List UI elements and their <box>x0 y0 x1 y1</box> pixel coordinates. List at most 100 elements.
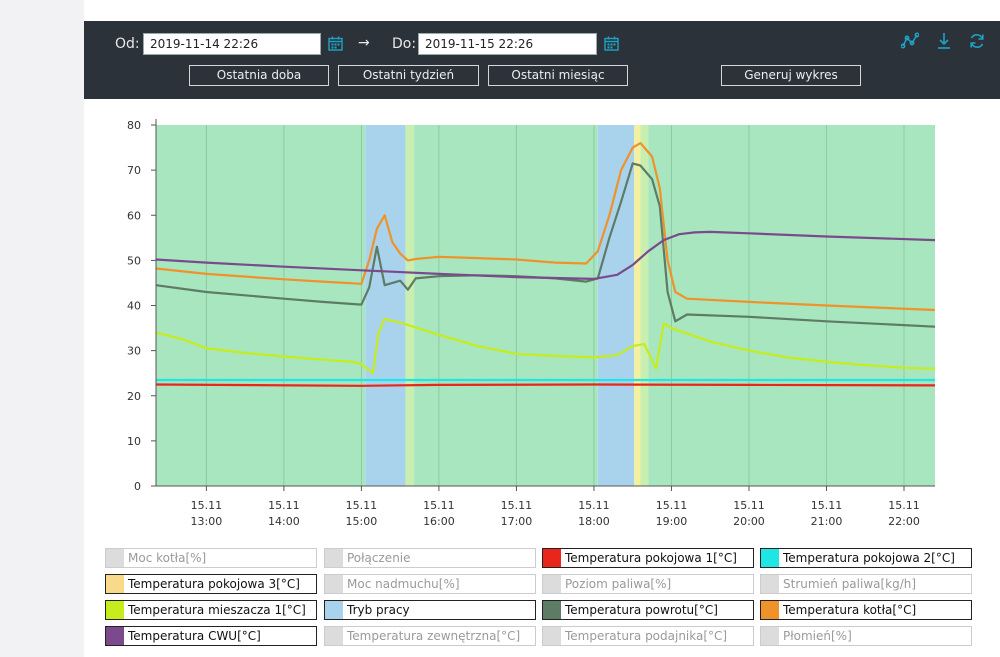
x-tick-time-label: 13:00 <box>191 515 223 528</box>
legend-label: Temperatura CWU[°C] <box>128 629 261 643</box>
legend-label: Płomień[%] <box>783 629 852 643</box>
x-tick-time-label: 22:00 <box>888 515 920 528</box>
legend-item[interactable]: Temperatura pokojowa 2[°C] <box>760 548 972 568</box>
x-tick-date-label: 15.11 <box>191 499 223 512</box>
mode-band-4 <box>597 125 635 486</box>
series-line-2 <box>155 317 936 375</box>
x-tick-date-label: 15.11 <box>578 499 610 512</box>
legend-label: Temperatura zewnętrzna[°C] <box>347 629 521 643</box>
legend-swatch <box>543 627 561 645</box>
x-tick-time-label: 18:00 <box>578 515 610 528</box>
legend-swatch <box>761 601 779 619</box>
date-range-toolbar: Od: 2019-11-14 22:26 → Do: 2019-11-15 22… <box>84 21 1000 99</box>
legend-item[interactable]: Temperatura CWU[°C] <box>105 626 317 646</box>
mode-band-7 <box>648 125 935 486</box>
x-tick-date-label: 15.11 <box>888 499 920 512</box>
to-date-input[interactable]: 2019-11-15 22:26 <box>418 33 597 55</box>
x-tick-date-label: 15.11 <box>268 499 300 512</box>
from-label: Od: <box>115 36 140 52</box>
mode-band-2 <box>405 125 415 486</box>
legend-item[interactable]: Temperatura pokojowa 1[°C] <box>542 548 754 568</box>
range-arrow-icon: → <box>358 35 370 51</box>
last-month-button[interactable]: Ostatni miesiąc <box>488 65 628 86</box>
legend-swatch <box>106 601 124 619</box>
legend-label: Temperatura pokojowa 3[°C] <box>128 577 300 591</box>
x-tick-time-label: 15:00 <box>346 515 378 528</box>
legend-swatch <box>325 627 343 645</box>
data-series <box>155 141 936 387</box>
x-tick-time-label: 19:00 <box>656 515 688 528</box>
legend-label: Moc kotła[%] <box>128 551 207 565</box>
mode-band-0 <box>156 125 366 486</box>
legend-item[interactable]: Połączenie <box>324 548 536 568</box>
x-tick-time-label: 17:00 <box>501 515 533 528</box>
y-tick-label: 70 <box>127 164 141 177</box>
legend-item[interactable]: Poziom paliwa[%] <box>542 574 754 594</box>
legend-label: Połączenie <box>347 551 411 565</box>
y-tick-label: 50 <box>127 254 141 267</box>
legend-swatch <box>543 575 561 593</box>
legend-swatch <box>761 627 779 645</box>
legend-swatch <box>106 627 124 645</box>
calendar-icon[interactable] <box>328 36 343 51</box>
legend-item[interactable]: Temperatura pokojowa 3[°C] <box>105 574 317 594</box>
y-tick-label: 40 <box>127 300 141 313</box>
x-tick-date-label: 15.11 <box>733 499 765 512</box>
y-tick-label: 10 <box>127 435 141 448</box>
y-tick-label: 30 <box>127 345 141 358</box>
refresh-icon[interactable] <box>968 32 986 50</box>
legend-swatch <box>325 549 343 567</box>
legend-item[interactable]: Moc kotła[%] <box>105 548 317 568</box>
legend-swatch <box>325 601 343 619</box>
x-tick-date-label: 15.11 <box>656 499 688 512</box>
legend-label: Tryb pracy <box>347 603 410 617</box>
last-week-button[interactable]: Ostatni tydzień <box>338 65 479 86</box>
chart-line-icon[interactable] <box>901 32 919 50</box>
mode-band-5 <box>634 125 641 486</box>
legend-label: Temperatura pokojowa 2[°C] <box>783 551 955 565</box>
mode-band-6 <box>640 125 649 486</box>
calendar-icon[interactable] <box>604 36 619 51</box>
legend-swatch <box>106 549 124 567</box>
x-tick-date-label: 15.11 <box>811 499 843 512</box>
x-tick-time-label: 14:00 <box>268 515 300 528</box>
legend-item[interactable]: Temperatura kotła[°C] <box>760 600 972 620</box>
to-label: Do: <box>392 36 417 52</box>
y-tick-label: 60 <box>127 209 141 222</box>
legend-label: Temperatura powrotu[°C] <box>565 603 718 617</box>
legend-label: Temperatura mieszacza 1[°C] <box>128 603 306 617</box>
legend-label: Temperatura kotła[°C] <box>783 603 917 617</box>
download-icon[interactable] <box>935 32 953 50</box>
legend-item[interactable]: Strumień paliwa[kg/h] <box>760 574 972 594</box>
series-line-1 <box>155 383 936 387</box>
legend-item[interactable]: Temperatura powrotu[°C] <box>542 600 754 620</box>
legend-item[interactable]: Temperatura podajnika[°C] <box>542 626 754 646</box>
legend-label: Strumień paliwa[kg/h] <box>783 577 917 591</box>
legend-swatch <box>543 549 561 567</box>
last-day-button[interactable]: Ostatnia doba <box>189 65 329 86</box>
legend-swatch <box>543 601 561 619</box>
legend-label: Temperatura pokojowa 1[°C] <box>565 551 737 565</box>
grid-lines <box>205 125 905 486</box>
series-line-4 <box>155 141 936 312</box>
from-date-input[interactable]: 2019-11-14 22:26 <box>143 33 321 55</box>
legend-item[interactable]: Tryb pracy <box>324 600 536 620</box>
axes: 0 10 20 30 40 50 60 70 80 15.11 13:00 15.11 14:00 15.… <box>127 119 935 528</box>
legend-label: Moc nadmuchu[%] <box>347 577 460 591</box>
legend-label: Temperatura podajnika[°C] <box>565 629 728 643</box>
legend-item[interactable]: Temperatura zewnętrzna[°C] <box>324 626 536 646</box>
legend-item[interactable]: Płomień[%] <box>760 626 972 646</box>
mode-band-1 <box>365 125 406 486</box>
legend-item[interactable]: Temperatura mieszacza 1[°C] <box>105 600 317 620</box>
mode-band-3 <box>414 125 598 486</box>
work-mode-bands <box>156 125 935 486</box>
x-tick-date-label: 15.11 <box>346 499 378 512</box>
legend-swatch <box>106 575 124 593</box>
legend-swatch <box>325 575 343 593</box>
generate-chart-button[interactable]: Generuj wykres <box>721 65 861 86</box>
x-tick-date-label: 15.11 <box>501 499 533 512</box>
x-tick-date-label: 15.11 <box>423 499 455 512</box>
legend-item[interactable]: Moc nadmuchu[%] <box>324 574 536 594</box>
x-tick-time-label: 20:00 <box>733 515 765 528</box>
y-tick-label: 0 <box>134 480 141 493</box>
